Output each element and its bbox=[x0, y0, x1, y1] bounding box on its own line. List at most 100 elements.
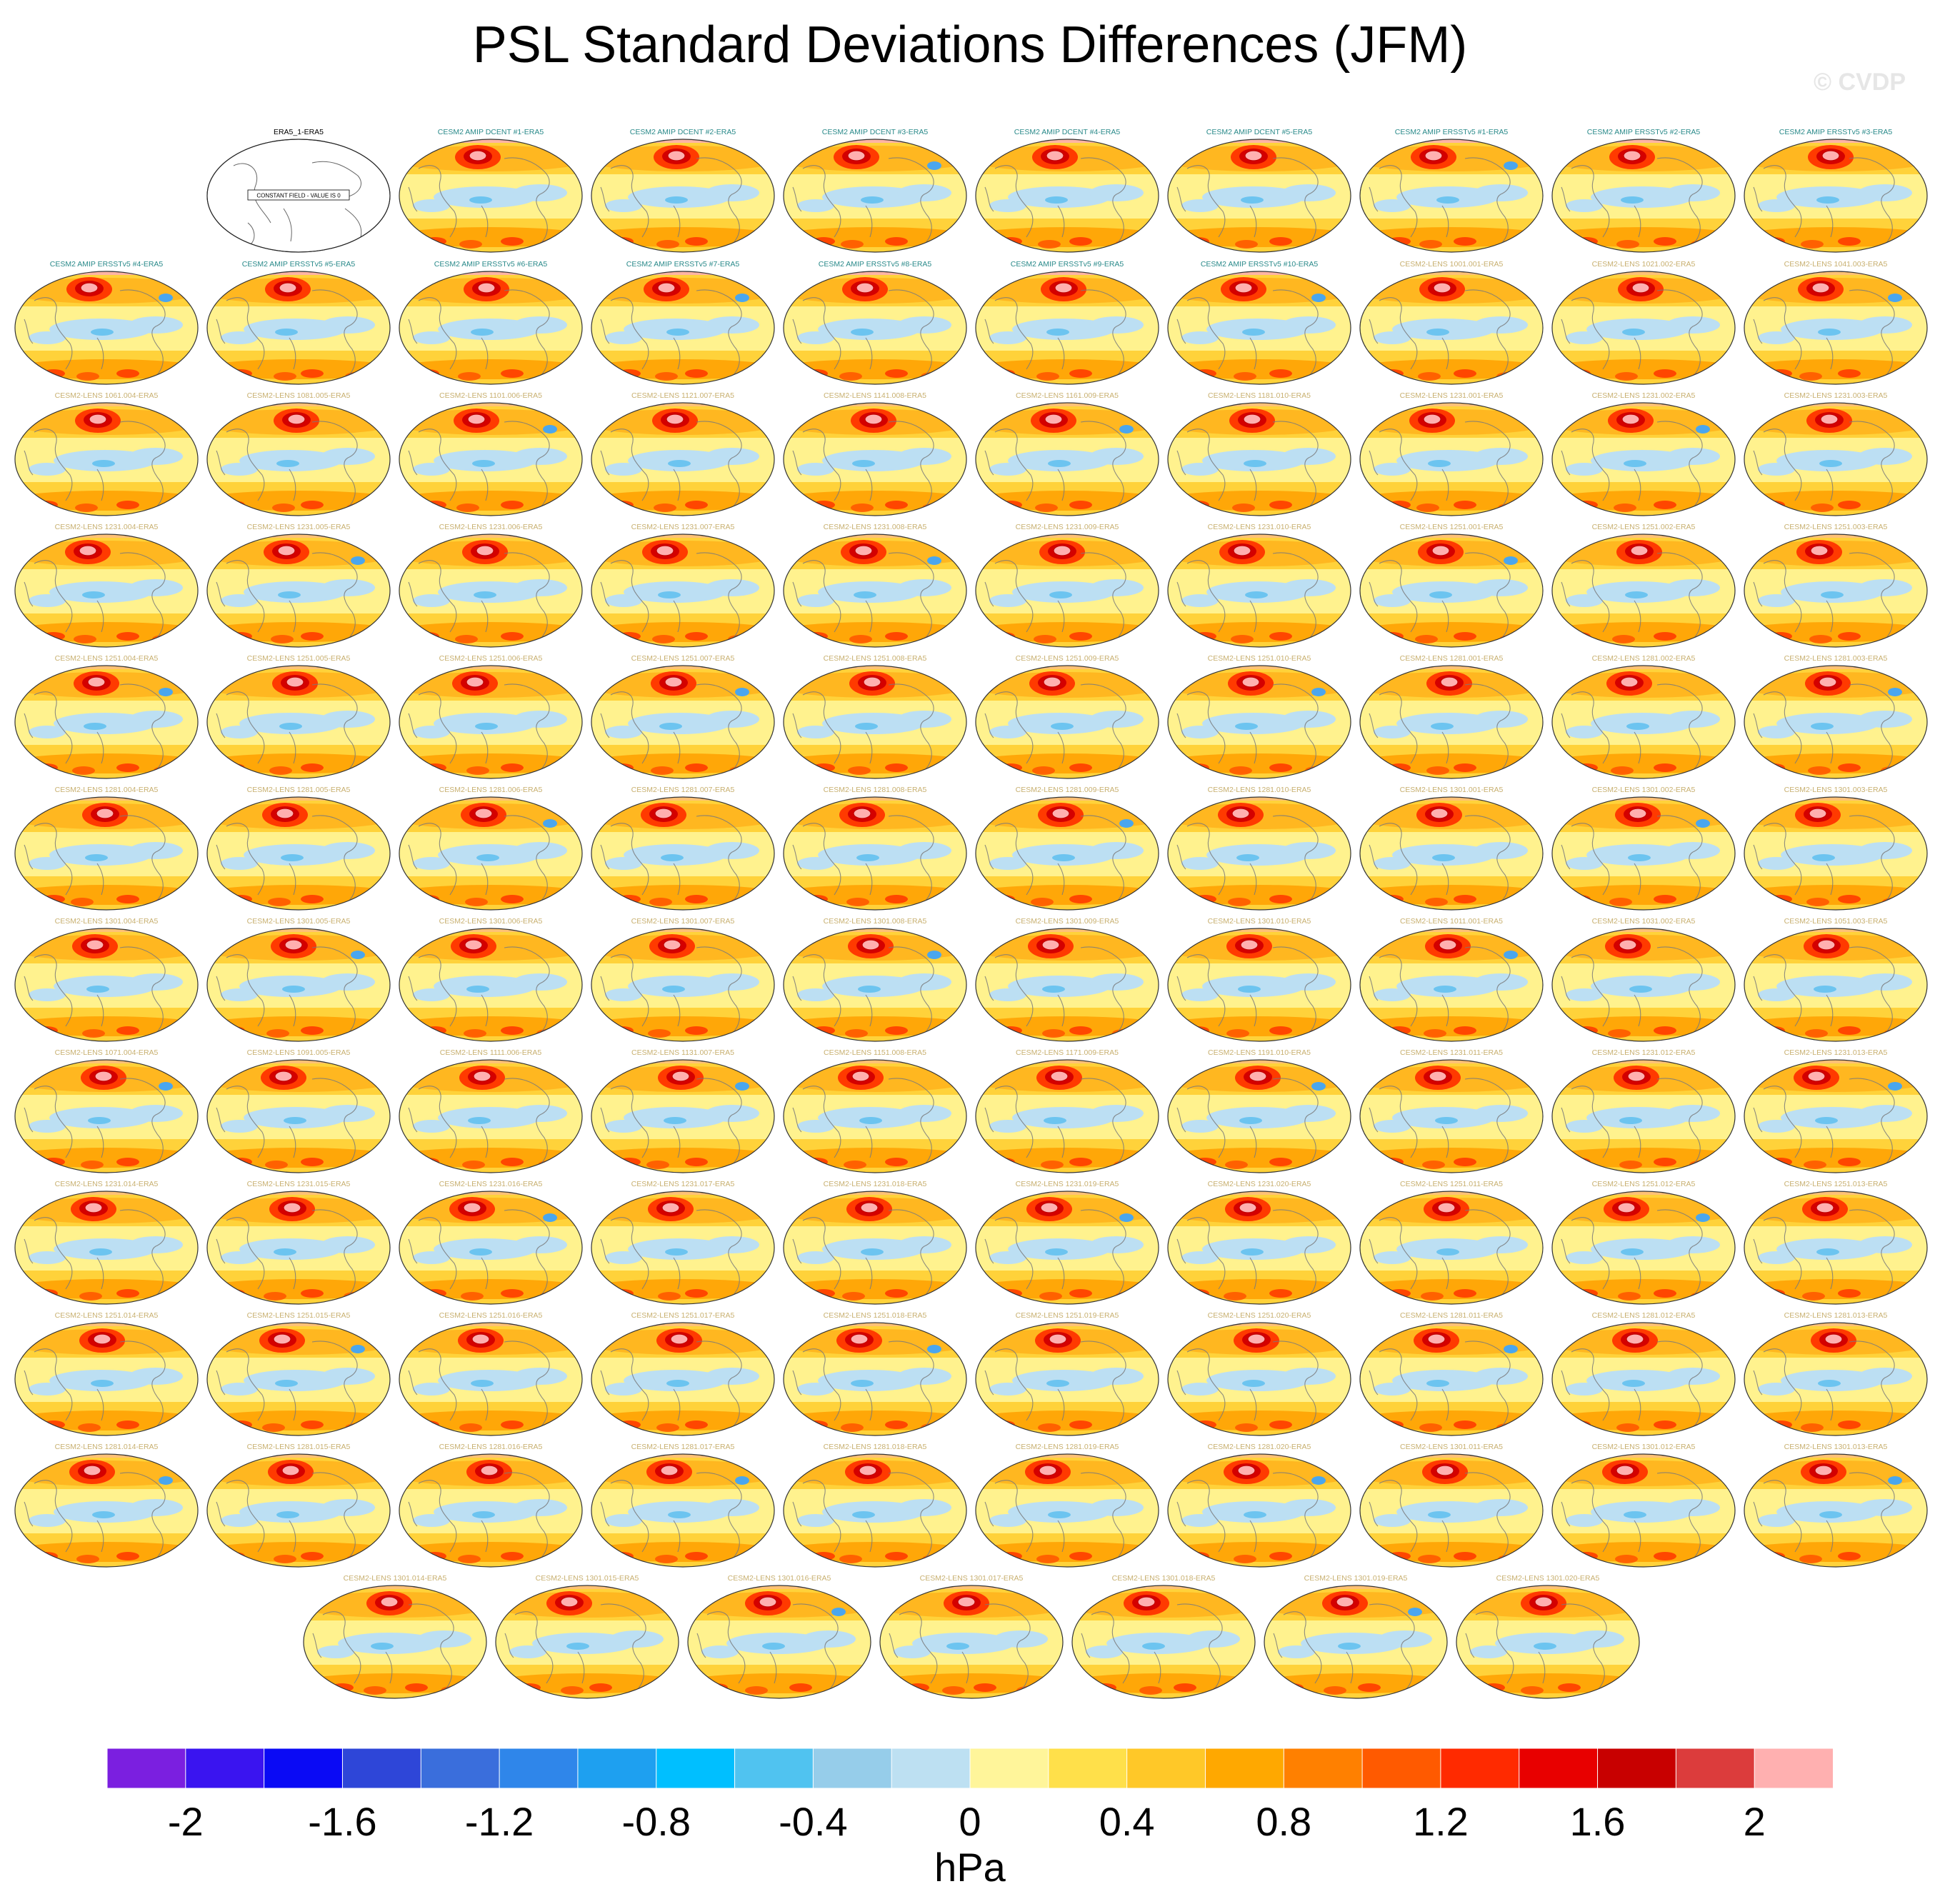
map-panel: CESM2-LENS 1011.001-ERA5 bbox=[1358, 916, 1545, 1043]
panel-title: CESM2-LENS 1081.005-ERA5 bbox=[246, 391, 351, 400]
panel-title: CESM2-LENS 1281.014-ERA5 bbox=[54, 1443, 159, 1451]
map-projection bbox=[1744, 402, 1928, 516]
colorbar-tick-label: -0.8 bbox=[621, 1799, 691, 1844]
panel-title: CESM2-LENS 1041.003-ERA5 bbox=[1784, 260, 1888, 269]
panel-title: CESM2-LENS 1251.004-ERA5 bbox=[54, 654, 159, 663]
colorbar-box bbox=[1361, 1748, 1441, 1789]
panel-title: CESM2-LENS 1301.016-ERA5 bbox=[727, 1574, 831, 1583]
colorbar-tick-label: 0.4 bbox=[1099, 1799, 1155, 1844]
panel-title: CESM2-LENS 1281.007-ERA5 bbox=[631, 786, 735, 794]
panel-title: CESM2 AMIP ERSSTv5 #3-ERA5 bbox=[1779, 128, 1893, 136]
map-projection bbox=[783, 928, 967, 1042]
colorbar-tick-label: -1.6 bbox=[308, 1799, 377, 1844]
map-projection bbox=[1744, 533, 1928, 648]
map-panel: CESM2-LENS 1231.009-ERA5 bbox=[974, 522, 1161, 649]
panel-title: CESM2-LENS 1231.009-ERA5 bbox=[1015, 523, 1119, 531]
panel-title: CESM2-LENS 1051.003-ERA5 bbox=[1784, 917, 1888, 926]
map-projection bbox=[303, 1585, 487, 1699]
panel-title: CESM2-LENS 1251.017-ERA5 bbox=[631, 1311, 735, 1320]
map-projection bbox=[879, 1585, 1064, 1699]
map-panel: CESM2-LENS 1041.003-ERA5 bbox=[1742, 259, 1929, 386]
map-projection bbox=[14, 1059, 199, 1173]
panel-title: CESM2-LENS 1251.010-ERA5 bbox=[1207, 654, 1311, 663]
map-panel: CESM2-LENS 1301.007-ERA5 bbox=[589, 916, 776, 1043]
panel-title: CESM2-LENS 1281.017-ERA5 bbox=[631, 1443, 735, 1451]
map-panel: CESM2-LENS 1111.006-ERA5 bbox=[397, 1048, 584, 1175]
panel-title: CESM2-LENS 1191.010-ERA5 bbox=[1208, 1048, 1311, 1057]
colorbar-tick-label: 0 bbox=[959, 1799, 981, 1844]
panel-title: CESM2-LENS 1061.004-ERA5 bbox=[54, 391, 159, 400]
map-panel: CESM2-LENS 1251.014-ERA5 bbox=[13, 1311, 200, 1438]
panel-title: CESM2-LENS 1251.012-ERA5 bbox=[1591, 1180, 1696, 1188]
cvdp-credit: © CVDP bbox=[1814, 69, 1906, 96]
panel-title: CESM2-LENS 1301.005-ERA5 bbox=[246, 917, 351, 926]
map-projection bbox=[1359, 796, 1544, 911]
map-projection bbox=[783, 533, 967, 648]
map-projection bbox=[14, 796, 199, 911]
map-projection bbox=[591, 533, 775, 648]
panel-title: ERA5_1-ERA5 bbox=[273, 128, 324, 136]
panel-title: CESM2-LENS 1251.016-ERA5 bbox=[439, 1311, 543, 1320]
colorbar-box bbox=[341, 1748, 422, 1789]
map-panel: CESM2-LENS 1251.016-ERA5 bbox=[397, 1311, 584, 1438]
map-projection bbox=[1167, 928, 1351, 1042]
map-panel: CESM2-LENS 1281.008-ERA5 bbox=[781, 785, 969, 912]
map-panel: CESM2-LENS 1071.004-ERA5 bbox=[13, 1048, 200, 1175]
panel-title: CESM2 AMIP ERSSTv5 #9-ERA5 bbox=[1010, 260, 1124, 269]
panel-title: CESM2 AMIP ERSSTv5 #10-ERA5 bbox=[1200, 260, 1319, 269]
map-projection bbox=[975, 139, 1159, 253]
colorbar-box bbox=[106, 1748, 186, 1789]
map-panel: CESM2-LENS 1251.003-ERA5 bbox=[1742, 522, 1929, 649]
panel-title: CESM2-LENS 1281.006-ERA5 bbox=[439, 786, 543, 794]
panel-title: CESM2-LENS 1231.016-ERA5 bbox=[439, 1180, 543, 1188]
panel-title: CESM2-LENS 1171.009-ERA5 bbox=[1016, 1048, 1119, 1057]
map-panel: ERA5_1-ERA5 CONSTANT FIELD - VALUE IS 0 bbox=[205, 127, 392, 254]
panel-title: CESM2-LENS 1231.020-ERA5 bbox=[1207, 1180, 1311, 1188]
map-panel: CESM2-LENS 1251.020-ERA5 bbox=[1166, 1311, 1353, 1438]
colorbar-box bbox=[734, 1748, 814, 1789]
map-projection bbox=[1744, 271, 1928, 385]
map-projection bbox=[1456, 1585, 1640, 1699]
panel-title: CESM2-LENS 1251.014-ERA5 bbox=[54, 1311, 159, 1320]
map-projection bbox=[591, 1322, 775, 1436]
panel-title: CESM2-LENS 1301.017-ERA5 bbox=[919, 1574, 1024, 1583]
map-panel: CESM2-LENS 1251.012-ERA5 bbox=[1550, 1179, 1737, 1306]
map-projection bbox=[975, 665, 1159, 779]
map-projection bbox=[14, 1322, 199, 1436]
map-panel: CESM2-LENS 1231.010-ERA5 bbox=[1166, 522, 1353, 649]
panel-title: CESM2-LENS 1281.001-ERA5 bbox=[1399, 654, 1504, 663]
map-projection bbox=[783, 1453, 967, 1568]
panel-title: CESM2-LENS 1231.017-ERA5 bbox=[631, 1180, 735, 1188]
panel-title: CESM2-LENS 1231.004-ERA5 bbox=[54, 523, 159, 531]
map-projection bbox=[783, 139, 967, 253]
panel-title: CESM2-LENS 1251.008-ERA5 bbox=[823, 654, 927, 663]
colorbar-tick-label: -2 bbox=[167, 1799, 204, 1844]
map-panel: CESM2-LENS 1121.007-ERA5 bbox=[589, 391, 776, 518]
map-projection bbox=[1551, 271, 1736, 385]
map-panel: CESM2-LENS 1281.001-ERA5 bbox=[1358, 653, 1545, 781]
map-panel: CESM2-LENS 1101.006-ERA5 bbox=[397, 391, 584, 518]
map-panel: CESM2-LENS 1231.017-ERA5 bbox=[589, 1179, 776, 1306]
panel-title: CESM2-LENS 1301.010-ERA5 bbox=[1207, 917, 1311, 926]
map-projection bbox=[1551, 665, 1736, 779]
map-projection bbox=[1167, 139, 1351, 253]
map-panel: CESM2-LENS 1281.015-ERA5 bbox=[205, 1442, 392, 1569]
map-panel: CESM2-LENS 1301.009-ERA5 bbox=[974, 916, 1161, 1043]
map-projection bbox=[1359, 533, 1544, 648]
map-panel: CESM2-LENS 1151.008-ERA5 bbox=[781, 1048, 969, 1175]
map-projection bbox=[975, 533, 1159, 648]
map-projection bbox=[399, 271, 583, 385]
map-projection bbox=[1167, 402, 1351, 516]
panel-title: CESM2-LENS 1301.007-ERA5 bbox=[631, 917, 735, 926]
panel-title: CESM2 AMIP ERSSTv5 #4-ERA5 bbox=[49, 260, 164, 269]
map-projection bbox=[14, 1453, 199, 1568]
panel-title: CESM2-LENS 1301.015-ERA5 bbox=[535, 1574, 639, 1583]
map-projection bbox=[399, 1453, 583, 1568]
panel-title: CESM2-LENS 1281.020-ERA5 bbox=[1207, 1443, 1311, 1451]
map-panel: CESM2 AMIP ERSSTv5 #1-ERA5 bbox=[1358, 127, 1545, 254]
map-projection bbox=[1359, 1322, 1544, 1436]
panel-title: CESM2-LENS 1251.020-ERA5 bbox=[1207, 1311, 1311, 1320]
map-panel: CESM2 AMIP DCENT #3-ERA5 bbox=[781, 127, 969, 254]
panel-title: CESM2-LENS 1301.004-ERA5 bbox=[54, 917, 159, 926]
panel-title: CESM2-LENS 1251.009-ERA5 bbox=[1015, 654, 1119, 663]
